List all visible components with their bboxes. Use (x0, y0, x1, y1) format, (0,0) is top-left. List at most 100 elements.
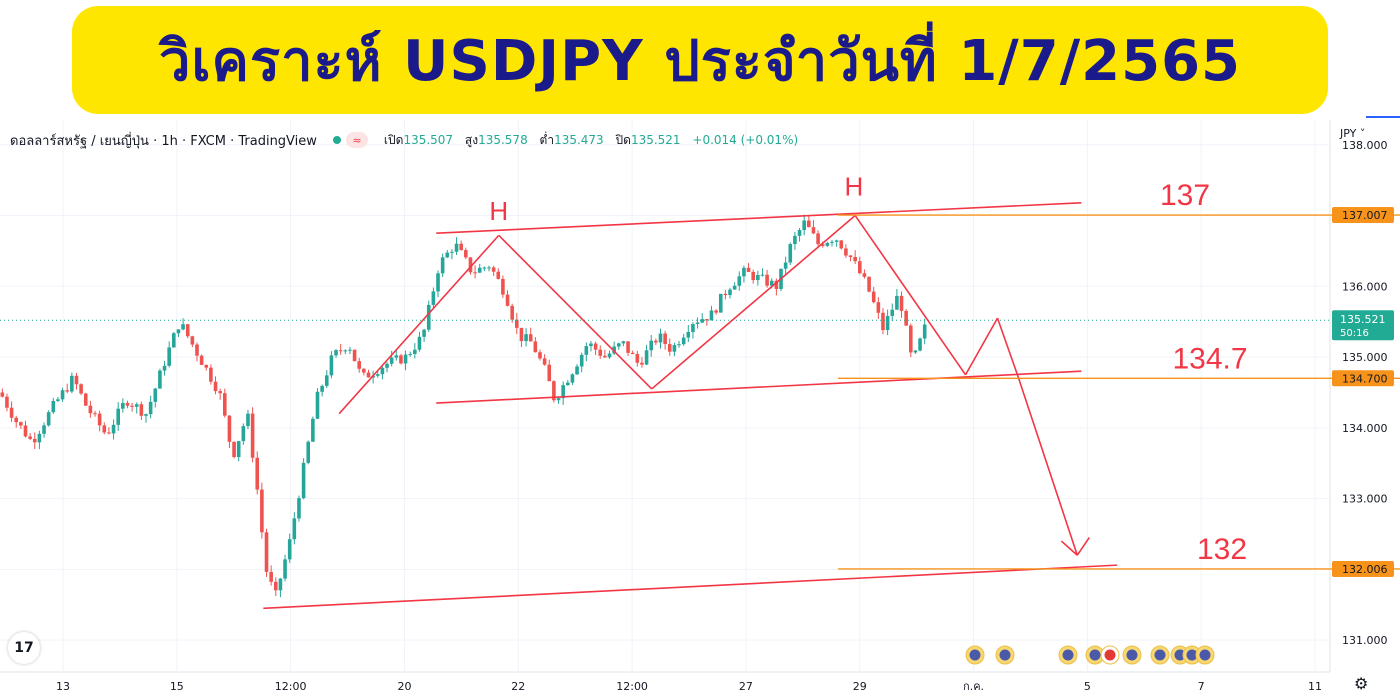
candle-body (691, 324, 695, 332)
event-flag-icon (1085, 645, 1105, 665)
candle-body (19, 422, 23, 426)
candle-body (575, 366, 579, 375)
candle-body (658, 333, 663, 343)
candle-body (552, 381, 556, 401)
candle-body (491, 267, 496, 272)
candle-body (74, 375, 79, 385)
toolbar-accent (1366, 116, 1400, 118)
x-tick-label: ก.ค. (963, 680, 984, 693)
x-tick-label: 5 (1084, 680, 1091, 693)
y-tick-label: 138.000 (1342, 139, 1388, 152)
candle-body (607, 353, 612, 358)
event-flag-dot (1126, 649, 1138, 661)
candle-body (116, 408, 120, 425)
candle-body (844, 248, 848, 256)
candle-body (640, 362, 644, 365)
candle-body (426, 304, 431, 330)
candle-body (264, 532, 269, 572)
level-price-box (1332, 560, 1394, 577)
candle-body (533, 341, 538, 353)
candle-body (918, 338, 922, 351)
level-price-box (1332, 207, 1394, 224)
candle-body (547, 364, 552, 382)
candles (0, 214, 927, 598)
candle-body (464, 250, 468, 258)
candle-body (487, 267, 491, 269)
open-label: เปิด (383, 132, 404, 147)
y-tick-label: 134.000 (1342, 422, 1388, 435)
candle-body (343, 350, 348, 352)
candle-body (737, 276, 742, 286)
candle-body (144, 414, 148, 416)
candle-body (890, 309, 895, 316)
candle-body (153, 388, 158, 402)
candle-body (436, 273, 440, 292)
level-price-box (1332, 370, 1394, 387)
candle-body (232, 441, 236, 458)
zigzag-line (964, 317, 999, 376)
event-flag-dot (1104, 649, 1116, 661)
event-flag-icon (1182, 645, 1202, 665)
candle-body (788, 244, 793, 263)
candle-body (139, 404, 144, 416)
candle-body (570, 374, 575, 383)
change-value: +0.014 (+0.01%) (692, 132, 799, 147)
candle-body (616, 343, 621, 347)
candle-body (556, 398, 561, 401)
candle-body (204, 364, 209, 368)
candle-body (816, 233, 820, 245)
candle-body (908, 325, 913, 353)
candle-body (839, 240, 844, 249)
candle-body (176, 329, 181, 334)
symbol-label[interactable]: ดอลลาร์สหรัฐ / เยนญี่ปุ่น · 1h · FXCM · … (10, 133, 317, 149)
candle-body (848, 255, 853, 257)
zigzag-line (854, 215, 967, 376)
candle-body (0, 392, 5, 397)
x-tick-label: 20 (397, 680, 411, 693)
candle-body (904, 310, 908, 326)
zigzag-line (498, 234, 653, 390)
candle-body (473, 272, 477, 274)
tradingview-logo-icon[interactable]: 17 (8, 632, 40, 664)
event-flag-dot (1199, 649, 1211, 661)
page-title: วิเคราะห์ USDJPY ประจำวันที่ 1/7/2565 (158, 28, 1242, 94)
candle-body (825, 242, 830, 246)
candle-body (834, 240, 839, 242)
head-label: H (489, 196, 508, 226)
event-flag-dot (1154, 649, 1166, 661)
candle-body (681, 337, 686, 345)
y-tick-label: 133.000 (1342, 493, 1388, 506)
candle-body (862, 273, 867, 277)
candle-body (158, 370, 162, 389)
candle-body (830, 241, 834, 243)
candle-body (408, 354, 413, 356)
candle-body (565, 382, 570, 386)
title-banner: วิเคราะห์ USDJPY ประจำวันที่ 1/7/2565 (72, 6, 1328, 114)
approx-icon[interactable]: ≈ (345, 132, 368, 148)
candle-body (315, 391, 320, 419)
candle-body (867, 276, 871, 292)
candle-body (5, 396, 9, 408)
candle-body (538, 352, 542, 359)
zigzag-line (1016, 374, 1079, 556)
candle-body (603, 355, 607, 358)
gear-icon[interactable]: ⚙ (1354, 674, 1369, 693)
candle-body (23, 425, 28, 437)
level-text: 137 (1160, 179, 1210, 212)
candle-body (320, 385, 324, 392)
currency-selector[interactable]: JPY ˅ (1340, 127, 1366, 140)
candle-body (876, 302, 881, 313)
candle-body (450, 251, 454, 253)
candle-body (561, 385, 565, 399)
candle-body (301, 462, 306, 499)
candle-body (445, 252, 450, 258)
candle-body (667, 344, 672, 352)
candle-body (241, 426, 246, 442)
x-tick-label: 7 (1198, 680, 1205, 693)
last-price-label: 135.521 (1340, 313, 1386, 326)
candle-body (111, 424, 116, 434)
x-tick-label: 13 (56, 680, 70, 693)
y-tick-label: 136.000 (1342, 280, 1388, 293)
x-tick-label: 11 (1308, 680, 1322, 693)
